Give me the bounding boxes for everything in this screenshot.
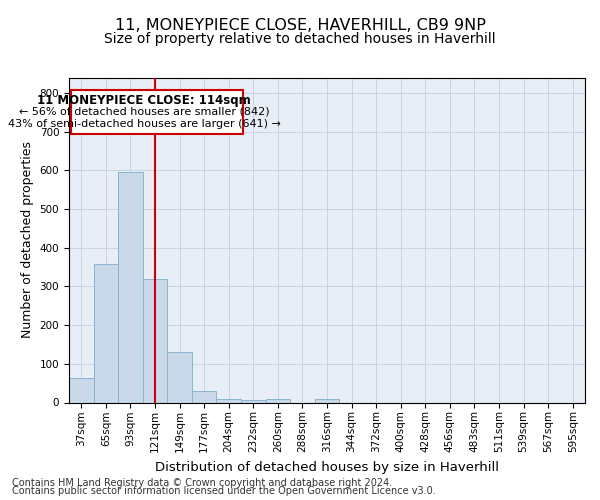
Text: Contains public sector information licensed under the Open Government Licence v3: Contains public sector information licen… — [12, 486, 436, 496]
FancyBboxPatch shape — [71, 90, 244, 134]
Y-axis label: Number of detached properties: Number of detached properties — [21, 142, 34, 338]
Bar — [266, 398, 290, 402]
Bar — [143, 280, 167, 402]
Bar — [69, 378, 94, 402]
Bar — [167, 352, 192, 403]
Bar — [315, 398, 339, 402]
Bar — [94, 264, 118, 402]
Bar — [118, 172, 143, 402]
Text: 11 MONEYPIECE CLOSE: 114sqm: 11 MONEYPIECE CLOSE: 114sqm — [37, 94, 251, 107]
Text: 11, MONEYPIECE CLOSE, HAVERHILL, CB9 9NP: 11, MONEYPIECE CLOSE, HAVERHILL, CB9 9NP — [115, 18, 485, 32]
Text: Size of property relative to detached houses in Haverhill: Size of property relative to detached ho… — [104, 32, 496, 46]
X-axis label: Distribution of detached houses by size in Haverhill: Distribution of detached houses by size … — [155, 460, 499, 473]
Text: Contains HM Land Registry data © Crown copyright and database right 2024.: Contains HM Land Registry data © Crown c… — [12, 478, 392, 488]
Bar — [217, 400, 241, 402]
Bar — [241, 400, 266, 402]
Text: 43% of semi-detached houses are larger (641) →: 43% of semi-detached houses are larger (… — [8, 119, 280, 129]
Text: ← 56% of detached houses are smaller (842): ← 56% of detached houses are smaller (84… — [19, 106, 269, 117]
Bar — [192, 391, 217, 402]
